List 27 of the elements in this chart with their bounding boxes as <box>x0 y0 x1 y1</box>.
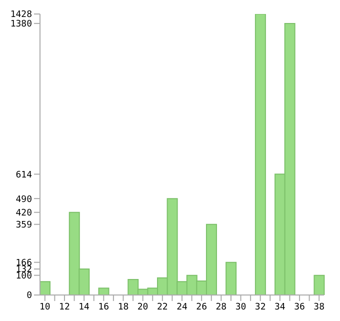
x-tick-label: 38 <box>314 302 325 312</box>
y-tick-label: 100 <box>16 272 32 282</box>
x-tick-label: 16 <box>98 302 110 312</box>
x-tick-label: 28 <box>216 302 227 312</box>
x-tick-label: 20 <box>137 302 148 312</box>
x-tick-label: 22 <box>156 302 168 312</box>
bar <box>226 262 237 295</box>
x-tick-label: 12 <box>59 302 70 312</box>
x-tick-label: 34 <box>274 302 286 312</box>
y-tick-label: 359 <box>16 220 32 231</box>
bar <box>314 274 325 295</box>
x-tick-label: 14 <box>78 302 90 312</box>
y-tick-label: 490 <box>16 194 32 205</box>
x-tick-label: 10 <box>39 302 50 312</box>
y-tick-label: 420 <box>16 208 32 219</box>
x-tick-label: 18 <box>118 302 129 312</box>
x-tick-label: 24 <box>176 302 188 312</box>
bar <box>98 288 110 295</box>
y-tick-label: 1380 <box>10 20 32 30</box>
y-tick-label: 0 <box>26 291 32 302</box>
y-tick-label: 1428 <box>10 10 32 20</box>
bar <box>254 14 266 295</box>
y-tick-label: 614 <box>16 170 32 180</box>
x-tick-label: 36 <box>294 302 305 312</box>
x-tick-label: 32 <box>254 302 266 312</box>
x-tick-label: 26 <box>196 302 208 312</box>
x-tick-label: 30 <box>235 302 246 312</box>
